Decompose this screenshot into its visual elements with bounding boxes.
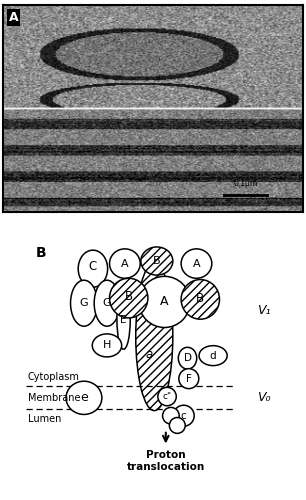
Text: Proton
translocation: Proton translocation <box>127 450 205 472</box>
Text: Membrane: Membrane <box>28 393 80 403</box>
Ellipse shape <box>139 276 190 328</box>
Ellipse shape <box>181 280 219 319</box>
Text: G: G <box>80 298 88 308</box>
Ellipse shape <box>110 278 148 318</box>
Ellipse shape <box>199 346 227 366</box>
Text: Cytoplasm: Cytoplasm <box>28 372 80 382</box>
Text: 0.1μm: 0.1μm <box>234 179 258 188</box>
Ellipse shape <box>178 348 197 369</box>
Text: G: G <box>103 298 111 308</box>
Ellipse shape <box>162 408 179 424</box>
Ellipse shape <box>136 262 173 410</box>
Text: V₀: V₀ <box>257 392 271 404</box>
Text: B: B <box>35 246 46 260</box>
Text: B: B <box>153 256 161 266</box>
Text: E: E <box>120 315 127 325</box>
Text: H: H <box>103 340 111 350</box>
Text: a: a <box>146 348 153 361</box>
Ellipse shape <box>179 368 199 388</box>
Text: B: B <box>125 290 133 304</box>
Text: e: e <box>80 392 88 404</box>
Text: A: A <box>121 258 129 268</box>
Text: d: d <box>210 350 216 360</box>
Ellipse shape <box>70 280 97 326</box>
Ellipse shape <box>117 290 130 349</box>
Ellipse shape <box>110 249 140 278</box>
Text: D: D <box>184 353 192 363</box>
Ellipse shape <box>158 388 176 406</box>
Text: A: A <box>9 10 18 24</box>
Text: V₁: V₁ <box>257 304 271 318</box>
Text: c: c <box>181 410 187 420</box>
Text: A: A <box>193 258 200 268</box>
Ellipse shape <box>94 280 120 326</box>
Text: B: B <box>196 292 204 304</box>
Ellipse shape <box>92 334 122 357</box>
Ellipse shape <box>141 247 173 275</box>
Ellipse shape <box>78 250 108 287</box>
Text: c": c" <box>162 392 172 401</box>
Text: Lumen: Lumen <box>28 414 61 424</box>
Ellipse shape <box>169 418 185 434</box>
Ellipse shape <box>181 249 212 278</box>
Text: C: C <box>89 260 97 272</box>
Text: F: F <box>186 374 192 384</box>
Text: A: A <box>160 296 169 308</box>
Ellipse shape <box>66 381 102 414</box>
Ellipse shape <box>173 405 194 426</box>
